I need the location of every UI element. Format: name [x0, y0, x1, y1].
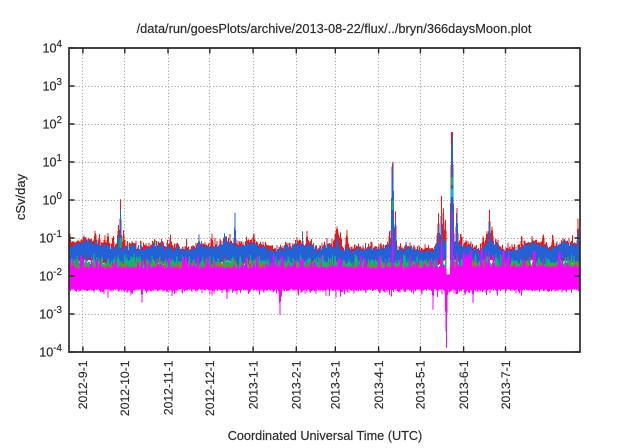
svg-text:2013-7-1: 2013-7-1 — [499, 360, 513, 409]
svg-text:2012-9-1: 2012-9-1 — [76, 360, 90, 409]
svg-text:2012-11-1: 2012-11-1 — [161, 360, 175, 415]
svg-text:2013-4-1: 2013-4-1 — [372, 360, 386, 409]
svg-text:2013-6-1: 2013-6-1 — [457, 360, 471, 409]
svg-text:/data/run/goesPlots/archive/20: /data/run/goesPlots/archive/2013-08-22/f… — [137, 21, 532, 36]
svg-text:2012-12-1: 2012-12-1 — [203, 360, 217, 416]
svg-text:2013-2-1: 2013-2-1 — [290, 360, 304, 409]
svg-text:2013-1-1: 2013-1-1 — [246, 360, 260, 409]
svg-text:Coordinated Universal Time (UT: Coordinated Universal Time (UTC) — [228, 429, 423, 443]
svg-text:2013-3-1: 2013-3-1 — [329, 360, 343, 409]
svg-text:2012-10-1: 2012-10-1 — [118, 360, 132, 416]
svg-text:cSv/day: cSv/day — [13, 173, 28, 220]
svg-text:2013-5-1: 2013-5-1 — [414, 360, 428, 409]
